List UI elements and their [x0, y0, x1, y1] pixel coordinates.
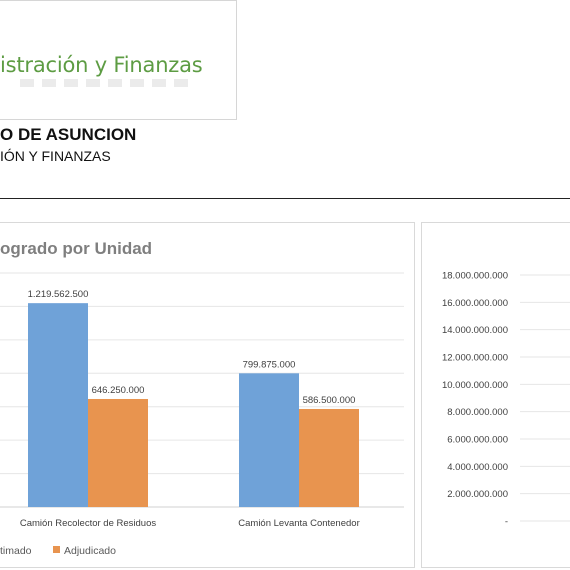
bar-adjudicado-2	[299, 408, 359, 507]
header-divider	[0, 198, 570, 199]
y-tick-label: 16.000.000.000	[442, 298, 508, 309]
y-tick-label: 18.000.000.000	[442, 271, 508, 282]
data-label: 1.219.562.500	[28, 289, 89, 300]
logo-faded-tagline	[20, 79, 190, 87]
legend-label-adjudicado: Adjudicado	[64, 545, 116, 557]
second-chart-panel: 18.000.000.000 16.000.000.000 14.000.000.0…	[421, 222, 570, 568]
y-tick-label: 10.000.000.000	[442, 380, 508, 391]
y-tick-label: -	[505, 517, 508, 528]
second-chart: 18.000.000.000 16.000.000.000 14.000.000.0…	[442, 271, 570, 528]
logo-box: istración y Finanzas	[0, 0, 237, 120]
organization-department: IÓN Y FINANZAS	[0, 148, 111, 164]
logo-text: istración y Finanzas	[0, 53, 203, 77]
legend-label-estimado: timado	[0, 545, 32, 557]
data-label: 646.250.000	[92, 385, 145, 396]
y-tick-label: 6.000.000.000	[447, 435, 508, 446]
y-tick-label: 2.000.000.000	[447, 489, 508, 500]
category-label: Camión Levanta Contenedor	[238, 518, 359, 529]
data-label: 586.500.000	[303, 395, 356, 406]
organization-name: O DE ASUNCION	[0, 125, 137, 144]
bar-adjudicado-1	[88, 398, 148, 507]
y-tick-label: 14.000.000.000	[442, 325, 508, 336]
bar-chart: ogrado por Unidad 1.219.562.500 799.875.0…	[0, 239, 404, 557]
chart-title: ogrado por Unidad	[0, 239, 152, 258]
bar-estimado-2	[239, 373, 299, 507]
legend-swatch-adjudicado	[53, 546, 60, 553]
y-tick-label: 12.000.000.000	[442, 353, 508, 364]
bar-estimado-1	[28, 303, 88, 507]
y-tick-label: 8.000.000.000	[447, 407, 508, 418]
data-label: 799.875.000	[243, 359, 296, 370]
bar-chart-panel: ogrado por Unidad 1.219.562.500 799.875.0…	[0, 222, 415, 568]
category-label: Camión Recolector de Residuos	[20, 518, 156, 529]
y-tick-label: 4.000.000.000	[447, 462, 508, 473]
